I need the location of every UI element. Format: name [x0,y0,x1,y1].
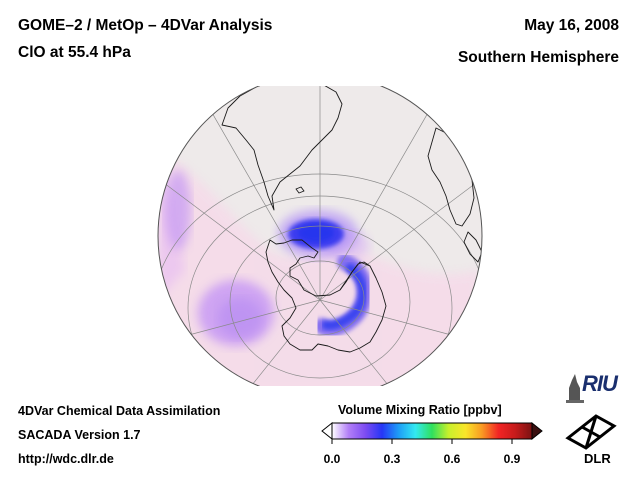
colorbar-tick-label-2: 0.6 [443,452,461,466]
hemisphere-label: Southern Hemisphere [457,49,619,66]
title-line2: ClO at 55.4 hPa [18,44,131,61]
riu-logo-text: RIU [582,371,618,396]
new-zealand-coast [463,231,482,263]
globe-outline [157,86,483,386]
south-america-coast [221,86,343,211]
dlr-logo-icon [565,414,617,450]
antarctic-peninsula-coast [265,239,387,353]
footer-line1: 4DVar Chemical Data Assimilation [18,404,221,418]
colorbar [321,421,543,444]
clo-arc-core [321,263,368,330]
date-label: May 16, 2008 [524,17,619,34]
riu-logo-icon [566,374,584,403]
footer-line2: SACADA Version 1.7 [18,428,141,442]
colorbar-ticks [331,439,513,444]
enhancement-pacific-core [218,298,262,338]
colorbar-over-arrow [531,421,543,441]
falklands-coast [295,186,305,194]
colorbar-title: Volume Mixing Ratio [ppbv] [338,403,502,417]
dlr-logo-text: DLR [584,451,611,466]
footer-line3: http://wdc.dlr.de [18,452,114,466]
colorbar-bar [331,422,533,440]
colorbar-tick-label-0: 0.0 [323,452,341,466]
title-line1: GOME–2 / MetOp – 4DVar Analysis [18,17,273,34]
colorbar-under-arrow [321,421,333,441]
antarctica-interior [339,261,371,291]
globe-map [157,86,483,386]
enhancement-west-limb [165,170,191,250]
clo-max-inner [298,224,334,242]
colorbar-tick-label-1: 0.3 [383,452,401,466]
colorbar-tick-label-3: 0.9 [503,452,521,466]
